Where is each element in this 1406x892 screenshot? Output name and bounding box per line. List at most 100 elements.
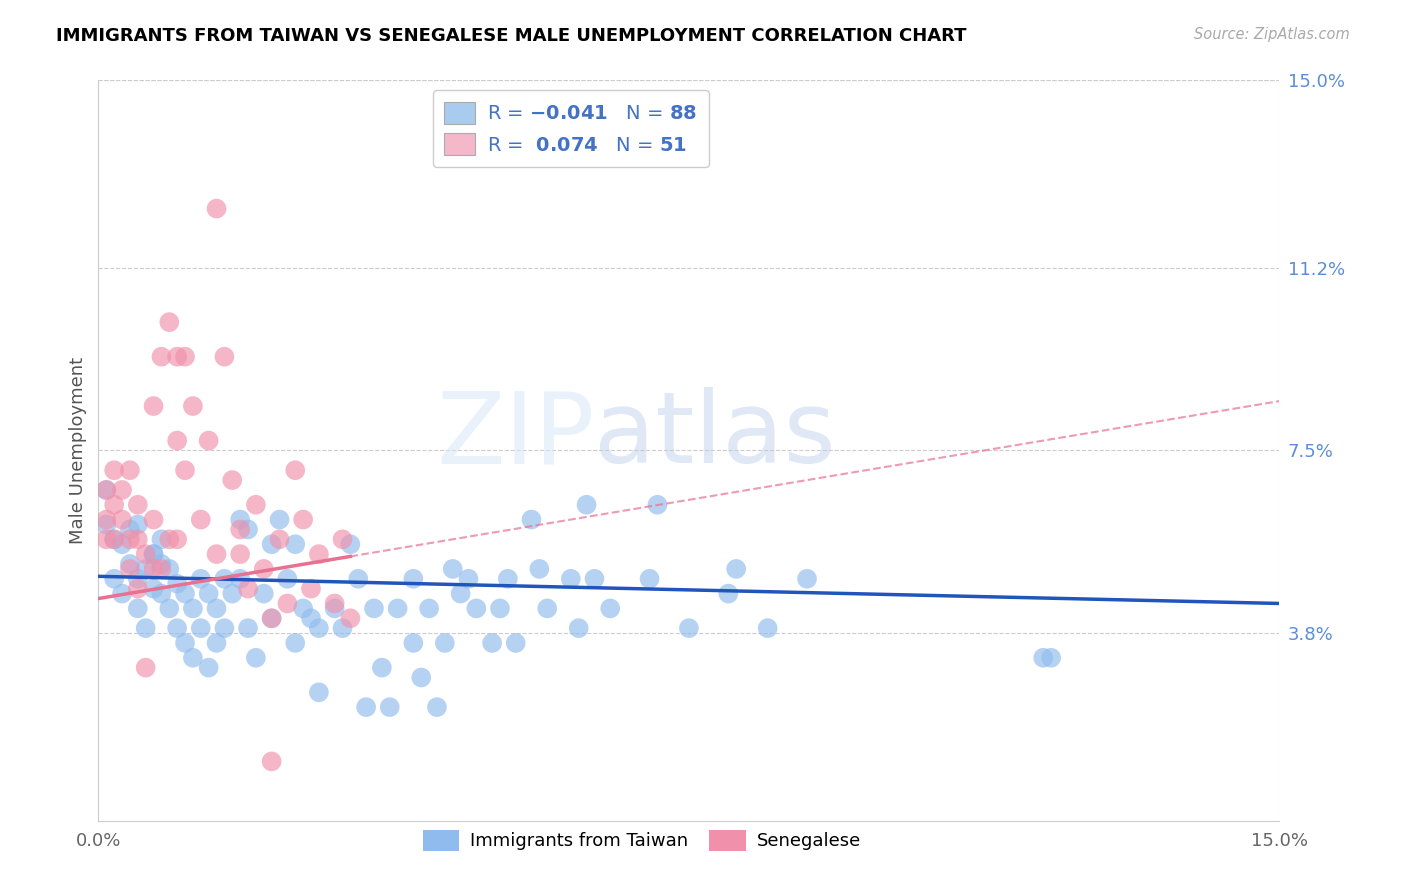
Point [142,547,165,561]
Point [269,533,291,547]
Point [214,621,236,635]
Point [118,463,141,477]
Point [127,601,149,615]
Point [181,601,204,615]
Point [245,498,267,512]
Point [253,562,276,576]
Point [457,572,479,586]
Point [284,463,307,477]
Point [433,636,456,650]
Point [299,611,322,625]
Point [725,562,748,576]
Point [236,523,259,537]
Point [150,350,173,364]
Point [308,547,330,561]
Point [308,621,330,635]
Point [323,601,346,615]
Point [96,517,118,532]
Point [229,547,252,561]
Point [135,562,157,576]
Point [118,562,141,576]
Point [214,572,236,586]
Point [111,586,134,600]
Point [536,601,558,615]
Point [96,483,118,497]
Point [276,572,298,586]
Point [560,572,582,586]
Point [118,523,141,537]
Point [190,512,212,526]
Point [142,547,165,561]
Point [332,533,354,547]
Point [371,660,394,674]
Point [269,512,291,526]
Point [157,601,180,615]
Point [135,547,157,561]
Point [402,636,425,650]
Point [1040,650,1063,665]
Point [583,572,606,586]
Point [260,611,283,625]
Point [118,557,141,571]
Point [568,621,591,635]
Point [796,572,818,586]
Legend: Immigrants from Taiwan, Senegalese: Immigrants from Taiwan, Senegalese [413,821,870,860]
Point [276,597,298,611]
Point [489,601,512,615]
Point [181,399,204,413]
Point [299,582,322,596]
Point [142,512,165,526]
Point [205,636,228,650]
Point [402,572,425,586]
Point [354,700,377,714]
Point [426,700,449,714]
Point [505,636,527,650]
Point [496,572,519,586]
Point [418,601,440,615]
Point [221,473,243,487]
Point [205,601,228,615]
Point [127,582,149,596]
Point [150,562,173,576]
Point [363,601,385,615]
Point [150,557,173,571]
Point [292,601,315,615]
Point [190,621,212,635]
Point [127,533,149,547]
Y-axis label: Male Unemployment: Male Unemployment [69,357,87,544]
Point [96,512,118,526]
Point [135,621,157,635]
Point [481,636,503,650]
Point [127,572,149,586]
Point [205,547,228,561]
Point [323,597,346,611]
Point [575,498,598,512]
Point [339,537,361,551]
Point [103,572,125,586]
Point [411,671,433,685]
Point [96,533,118,547]
Text: IMMIGRANTS FROM TAIWAN VS SENEGALESE MALE UNEMPLOYMENT CORRELATION CHART: IMMIGRANTS FROM TAIWAN VS SENEGALESE MAL… [56,27,967,45]
Point [229,512,252,526]
Point [135,660,157,674]
Point [142,582,165,596]
Point [756,621,779,635]
Point [529,562,551,576]
Point [647,498,669,512]
Text: atlas: atlas [595,387,837,484]
Point [221,586,243,600]
Point [520,512,543,526]
Point [166,434,188,448]
Point [103,463,125,477]
Point [599,601,621,615]
Text: Source: ZipAtlas.com: Source: ZipAtlas.com [1194,27,1350,42]
Point [441,562,464,576]
Point [111,512,134,526]
Point [174,350,197,364]
Point [111,537,134,551]
Point [229,523,252,537]
Point [174,463,197,477]
Point [197,586,219,600]
Point [678,621,700,635]
Point [103,498,125,512]
